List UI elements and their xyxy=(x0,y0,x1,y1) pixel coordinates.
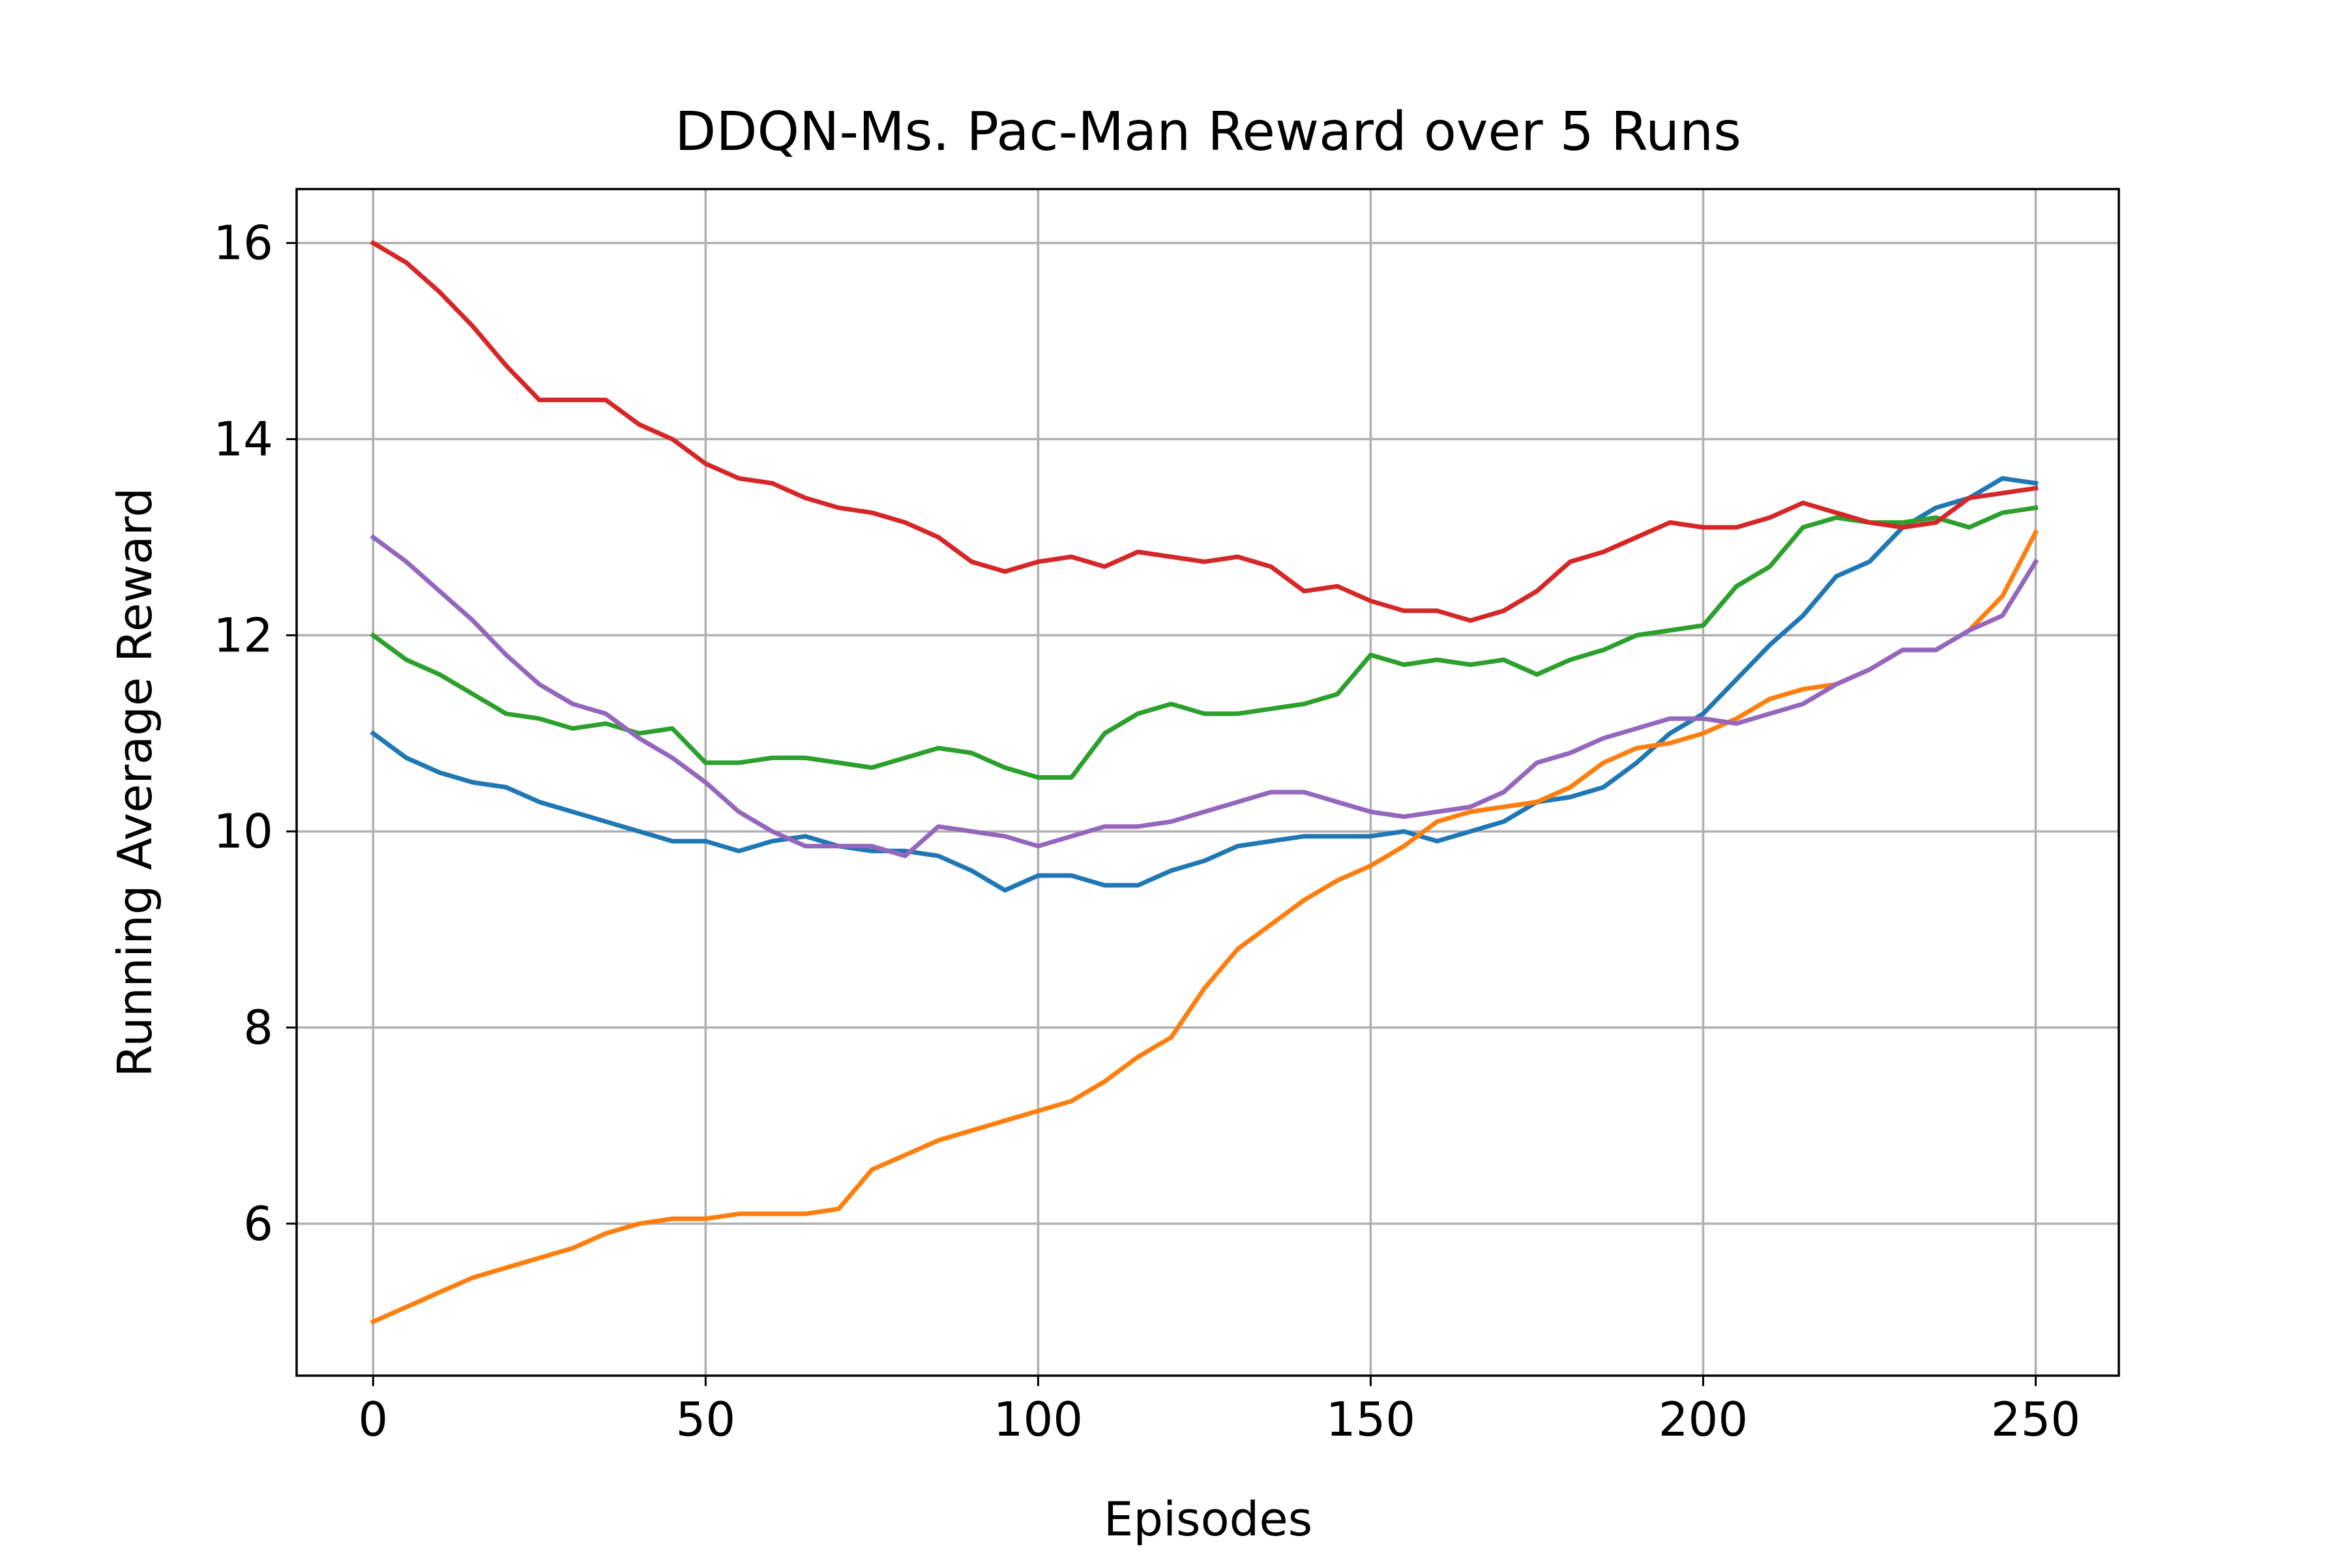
x-tick-label: 0 xyxy=(358,1392,388,1447)
y-tick-label: 12 xyxy=(213,608,273,662)
series-lines xyxy=(370,239,2039,1325)
plot-frame xyxy=(295,188,2120,1377)
grid xyxy=(297,189,2119,1376)
y-tick-label: 16 xyxy=(213,216,273,271)
series-line-4 xyxy=(370,239,2039,623)
series-line-2 xyxy=(370,529,2039,1325)
x-tick-label: 50 xyxy=(676,1392,736,1447)
x-tick-label: 100 xyxy=(994,1392,1083,1447)
y-tick-label: 14 xyxy=(213,412,273,467)
series-line-3 xyxy=(370,505,2039,780)
x-tick-label: 250 xyxy=(1991,1392,2080,1447)
y-tick-label: 6 xyxy=(243,1196,273,1251)
series-line-5 xyxy=(370,534,2039,859)
series-line-1 xyxy=(370,476,2039,893)
y-tick-label: 8 xyxy=(243,1000,273,1055)
y-axis-ticks: 6 8 10 12 14 16 xyxy=(213,216,297,1251)
x-tick-label: 150 xyxy=(1326,1392,1415,1447)
x-tick-label: 200 xyxy=(1659,1392,1748,1447)
chart-title: DDQN-Ms. Pac-Man Reward over 5 Runs xyxy=(675,101,1741,163)
y-tick-label: 10 xyxy=(213,804,273,859)
x-axis-label: Episodes xyxy=(1104,1492,1312,1546)
y-axis-label: Running Average Reward xyxy=(108,488,162,1078)
x-axis-ticks: 0 50 100 150 200 250 xyxy=(358,1376,2080,1447)
